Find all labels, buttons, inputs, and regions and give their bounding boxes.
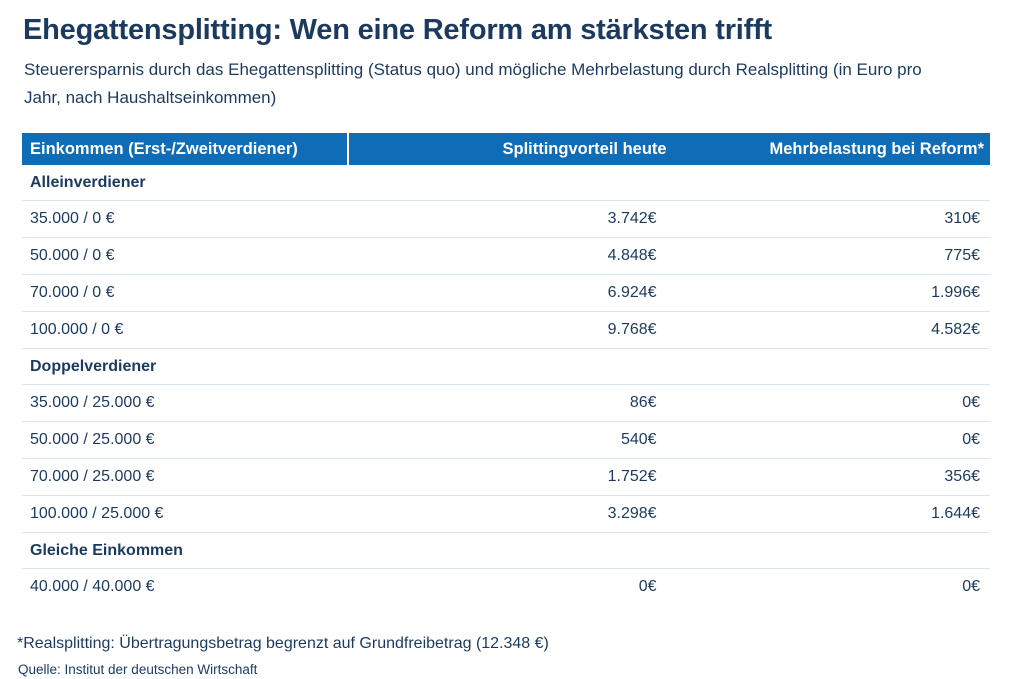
income-cell: 70.000 / 25.000 € [22,458,349,496]
advantage-cell: 1.752€ [348,458,670,496]
source-credit: Quelle: Institut der deutschen Wirtschaf… [18,662,258,677]
table-row: 35.000 / 0 €3.742€ 310€ [22,200,990,238]
advantage-cell: 9.768€ [348,311,670,349]
column-header-einkommen: Einkommen (Erst-/Zweitverdiener) [22,133,350,165]
advantage-cell: 6.924€ [348,274,670,312]
table-row: 40.000 / 40.000 € 0€ 0€ [22,569,990,606]
table-row: 35.000 / 25.000 €86€ 0€ [22,384,990,422]
income-cell: 100.000 / 25.000 € [22,495,349,533]
burden-cell: 356€ [669,458,990,496]
table-row: 50.000 / 0 €4.848€ 775€ [22,237,990,275]
burden-cell: 4.582€ [669,311,990,349]
table-row: 70.000 / 0 €6.924€ 1.996€ [22,274,990,312]
advantage-cell: 3.742€ [348,200,670,238]
column-header-splittingvorteil: Splittingvorteil heute [348,133,670,165]
section-label: Alleinverdiener [22,165,990,201]
page-title: Ehegattensplitting: Wen eine Reform am s… [23,14,773,46]
infographic-table-page: Ehegattensplitting: Wen eine Reform am s… [0,14,1020,679]
data-table: Einkommen (Erst-/Zweitverdiener) Splitti… [22,133,990,605]
table-row: 100.000 / 25.000 €3.298€ 1.644€ [22,495,990,533]
income-cell: 35.000 / 25.000 € [22,384,349,422]
section-header-row: Gleiche Einkommen [22,532,990,569]
advantage-cell: 4.848€ [348,237,670,275]
burden-cell: 1.996€ [669,274,990,312]
income-cell: 50.000 / 25.000 € [22,421,349,459]
page-subtitle: Steuerersparnis durch das Ehegattensplit… [24,60,922,107]
column-header-mehrbelastung: Mehrbelastung bei Reform* [669,133,990,165]
table-row: 100.000 / 0 €9.768€ 4.582€ [22,311,990,349]
income-cell: 40.000 / 40.000 € [30,578,155,595]
section-header-row: Alleinverdiener [22,165,990,201]
income-cell: 100.000 / 0 € [22,311,349,349]
income-cell: 50.000 / 0 € [22,237,349,275]
advantage-cell: 86€ [348,384,670,422]
burden-cell: 0€ [962,578,980,595]
data-table-container: Einkommen (Erst-/Zweitverdiener) Splitti… [22,133,990,605]
table-row: 70.000 / 25.000 €1.752€ 356€ [22,458,990,496]
section-header-row: Doppelverdiener [22,348,990,385]
table-row: 50.000 / 25.000 €540€ 0€ [22,421,990,459]
advantage-cell: 3.298€ [348,495,670,533]
burden-cell: 0€ [669,421,990,459]
burden-cell: 775€ [669,237,990,275]
burden-cell: 0€ [669,384,990,422]
section-label: Doppelverdiener [22,348,990,385]
advantage-cell: 0€ [638,578,657,595]
table-header-row: Einkommen (Erst-/Zweitverdiener) Splitti… [22,133,990,165]
table-body: Alleinverdiener 35.000 / 0 €3.742€ 310€ 50.… [22,165,990,605]
section-label: Gleiche Einkommen [22,532,990,569]
income-cell: 35.000 / 0 € [22,200,349,238]
burden-cell: 310€ [669,200,990,238]
burden-cell: 1.644€ [669,495,990,533]
footnote: *Realsplitting: Übertragungsbetrag begre… [17,635,549,652]
advantage-cell: 540€ [348,421,670,459]
income-cell: 70.000 / 0 € [22,274,349,312]
